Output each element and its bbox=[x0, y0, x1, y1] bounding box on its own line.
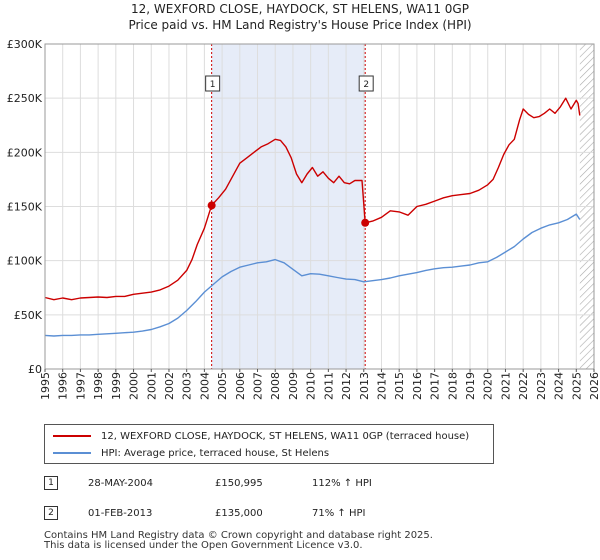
x-tick-label: 2020 bbox=[482, 372, 495, 400]
x-tick-label: 2019 bbox=[464, 372, 477, 400]
x-tick-label: 2012 bbox=[340, 372, 353, 400]
x-tick-label: 2011 bbox=[322, 372, 335, 400]
x-tick-label: 2008 bbox=[269, 372, 282, 400]
footer-licence: This data is licensed under the Open Gov… bbox=[44, 540, 363, 551]
transaction-date: 28-MAY-2004 bbox=[88, 477, 154, 489]
y-tick-label: £100K bbox=[7, 255, 43, 268]
x-tick-label: 2001 bbox=[145, 372, 158, 400]
footer: Contains HM Land Registry data © Crown c… bbox=[44, 531, 433, 551]
legend-item-property: 12, WEXFORD CLOSE, HAYDOCK, ST HELENS, W… bbox=[53, 429, 469, 443]
price-chart: 1 2 £0 £50K £100K £150K £200K £250K £300K 1995 199… bbox=[7, 38, 600, 400]
marker-label: 1 bbox=[210, 80, 216, 90]
transaction-row: 1 28-MAY-2004 £150,995 112% ↑ HPI bbox=[44, 474, 544, 492]
x-tick-label: 2017 bbox=[429, 372, 442, 400]
x-tick-label: 2007 bbox=[252, 372, 265, 400]
transaction-date: 01-FEB-2013 bbox=[88, 507, 153, 519]
x-tick-label: 1997 bbox=[74, 372, 87, 400]
marker-box bbox=[205, 75, 221, 92]
plot-border bbox=[44, 43, 595, 370]
transaction-hpi: 71% ↑ HPI bbox=[312, 507, 366, 519]
chart-title: 12, WEXFORD CLOSE, HAYDOCK, ST HELENS, W… bbox=[131, 2, 469, 16]
x-tick-label: 2009 bbox=[287, 372, 300, 400]
transaction-price: £135,000 bbox=[215, 507, 263, 519]
x-tick-label: 1999 bbox=[110, 372, 123, 400]
y-tick-label: £50K bbox=[14, 309, 43, 322]
x-tick-label: 2024 bbox=[553, 372, 566, 400]
marker-box bbox=[358, 75, 374, 92]
x-tick-label: 2014 bbox=[375, 372, 388, 400]
transaction-badge: 2 bbox=[44, 506, 58, 520]
x-tick-label: 2018 bbox=[446, 372, 459, 400]
x-tick-label: 1998 bbox=[92, 372, 105, 400]
x-tick-label: 1995 bbox=[39, 372, 52, 400]
y-tick-label: £200K bbox=[7, 146, 43, 159]
x-tick-label: 2016 bbox=[411, 372, 424, 400]
transaction-badge: 1 bbox=[44, 476, 58, 490]
x-tick-label: 2004 bbox=[198, 372, 211, 400]
chart-subtitle: Price paid vs. HM Land Registry's House … bbox=[128, 18, 472, 32]
x-tick-label: 2021 bbox=[499, 372, 512, 400]
x-tick-label: 2025 bbox=[570, 372, 583, 400]
y-tick-label: £0 bbox=[28, 363, 42, 376]
legend: 12, WEXFORD CLOSE, HAYDOCK, ST HELENS, W… bbox=[44, 424, 494, 464]
x-tick-label: 2010 bbox=[305, 372, 318, 400]
x-tick-label: 2000 bbox=[128, 372, 141, 400]
legend-item-hpi: HPI: Average price, terraced house, St H… bbox=[53, 446, 329, 460]
x-tick-label: 2003 bbox=[181, 372, 194, 400]
y-tick-label: £250K bbox=[7, 92, 43, 105]
x-tick-label: 2023 bbox=[535, 372, 548, 400]
legend-swatch-property bbox=[53, 435, 91, 437]
footer-copyright: Contains HM Land Registry data © Crown c… bbox=[44, 530, 433, 541]
legend-label-hpi: HPI: Average price, terraced house, St H… bbox=[101, 447, 330, 459]
x-tick-label: 2026 bbox=[588, 372, 600, 400]
x-tick-label: 2006 bbox=[234, 372, 247, 400]
x-tick-label: 2013 bbox=[358, 372, 371, 400]
legend-swatch-hpi bbox=[53, 452, 91, 454]
transaction-price: £150,995 bbox=[215, 477, 263, 489]
sale-point bbox=[207, 201, 216, 210]
x-tick-label: 2002 bbox=[163, 372, 176, 400]
property-price-line bbox=[44, 97, 581, 301]
marker-label: 2 bbox=[363, 80, 369, 90]
transaction-row: 2 01-FEB-2013 £135,000 71% ↑ HPI bbox=[44, 504, 544, 522]
x-tick-label: 2005 bbox=[216, 372, 229, 400]
transaction-hpi: 112% ↑ HPI bbox=[312, 477, 372, 489]
legend-label-property: 12, WEXFORD CLOSE, HAYDOCK, ST HELENS, W… bbox=[101, 430, 470, 442]
x-tick-label: 2022 bbox=[517, 372, 530, 400]
y-tick-label: £300K bbox=[7, 38, 43, 51]
y-tick-label: £150K bbox=[7, 201, 43, 214]
x-tick-label: 1996 bbox=[57, 372, 70, 400]
sale-point bbox=[361, 218, 370, 227]
hpi-line bbox=[44, 213, 581, 337]
x-tick-label: 2015 bbox=[393, 372, 406, 400]
